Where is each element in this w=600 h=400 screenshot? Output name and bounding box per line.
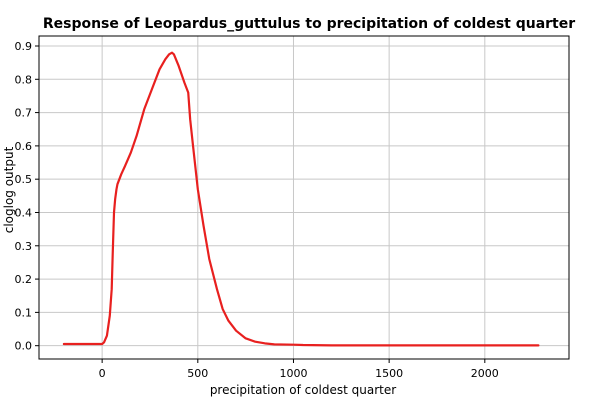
series-line-0 bbox=[62, 51, 540, 347]
chart-title: Response of Leopardus_guttulus to precip… bbox=[43, 16, 575, 32]
y-tick-label: 0.1 bbox=[15, 306, 33, 319]
y-tick-label: 0.7 bbox=[15, 107, 33, 120]
x-tick-label: 0 bbox=[99, 367, 106, 380]
x-tick-label: 2000 bbox=[471, 367, 499, 380]
y-axis-label: cloglog output bbox=[2, 146, 16, 233]
y-tick-label: 0.2 bbox=[15, 273, 33, 286]
x-tick-label: 1500 bbox=[375, 367, 403, 380]
y-tick-label: 0.6 bbox=[15, 140, 33, 153]
y-tick-label: 0.4 bbox=[15, 206, 33, 219]
y-tick-label: 0.8 bbox=[15, 73, 33, 86]
grid bbox=[39, 36, 569, 359]
y-tick-label: 0.5 bbox=[15, 173, 33, 186]
axis-ticks: 0 500 1000 1500 2000 0.0 0.1 0.2 0.3 0.4 0.5 0.6 0.7… bbox=[15, 40, 499, 380]
x-tick-label: 1000 bbox=[279, 367, 307, 380]
x-axis-label: precipitation of coldest quarter bbox=[210, 383, 396, 397]
y-tick-label: 0.3 bbox=[15, 240, 33, 253]
x-tick-label: 500 bbox=[187, 367, 208, 380]
y-tick-label: 0.9 bbox=[15, 40, 33, 53]
y-tick-label: 0.0 bbox=[15, 340, 33, 353]
series-layer bbox=[62, 51, 540, 347]
plot-frame bbox=[38, 35, 570, 360]
